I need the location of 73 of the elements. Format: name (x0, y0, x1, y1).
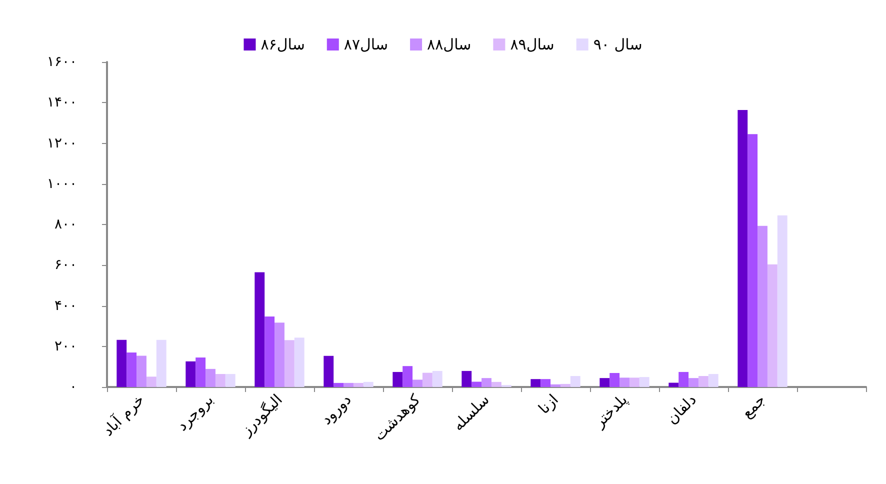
y-tick-label: ۱۲۰۰ (46, 135, 77, 152)
bar (600, 378, 610, 387)
bar (738, 110, 748, 387)
y-tick-label: ۸۰۰ (54, 216, 77, 232)
bar (639, 377, 650, 387)
legend-label: سال۸۹ (510, 36, 554, 54)
y-tick-label: ۱۴۰۰ (46, 94, 77, 111)
y-tick-label: ۱۰۰۰ (46, 176, 77, 192)
x-tick-label: الیگودرز (236, 390, 286, 440)
bar (344, 382, 354, 387)
bar (610, 372, 620, 387)
bar (363, 382, 374, 387)
x-tick-label: دورود (317, 390, 355, 428)
bar (324, 356, 334, 387)
bar (560, 384, 570, 387)
bar (777, 215, 788, 387)
bar (767, 264, 778, 387)
bar (225, 374, 236, 387)
bar (620, 378, 630, 387)
bar (462, 370, 472, 387)
bar (698, 376, 708, 387)
x-tick-label: کوهدشت (370, 390, 424, 444)
bar (156, 340, 166, 387)
bar (264, 316, 275, 387)
bar (392, 372, 403, 387)
bar (708, 374, 718, 387)
bar (402, 366, 413, 387)
bar (678, 372, 689, 387)
bar (629, 378, 640, 387)
bar (472, 382, 482, 387)
y-tick-label: ۰ (69, 379, 77, 395)
bar (491, 382, 502, 387)
x-tick-label: جمع (738, 390, 769, 422)
y-tick-label: ۲۰۰ (54, 338, 77, 354)
x-tick-label: خرم آباد (98, 390, 148, 440)
bar (540, 379, 551, 387)
bar (146, 376, 156, 387)
bar (688, 378, 698, 387)
bar (196, 358, 206, 387)
bar (412, 380, 422, 387)
bar (570, 376, 580, 387)
x-tick-label: دلفان (662, 390, 700, 428)
bar (668, 382, 679, 387)
bar (530, 379, 541, 387)
legend-label: سال۸۶ (260, 36, 305, 54)
x-tick-label: سلسله (449, 390, 493, 434)
bar (422, 372, 432, 387)
legend-label: سال۸۸ (427, 36, 472, 54)
bar (126, 352, 137, 387)
y-tick-label: ۱۶۰۰ (46, 54, 77, 70)
bar (353, 382, 364, 387)
bar (334, 382, 344, 387)
bar (206, 368, 216, 387)
bar (136, 356, 146, 387)
legend-label: سال۸۷ (344, 36, 388, 54)
y-tick-label: ۶۰۰ (54, 257, 77, 274)
bar (550, 384, 560, 387)
bar (432, 370, 442, 387)
legend-label: سال ۹۰ (593, 36, 642, 54)
x-tick-label: بروجرد (173, 390, 217, 434)
bar (758, 226, 768, 387)
x-tick-label: پلدختر (590, 390, 631, 432)
bar (254, 272, 265, 387)
bar (274, 322, 284, 387)
x-tick-label: ازنا (534, 390, 562, 418)
bar (215, 374, 226, 387)
bar (284, 340, 294, 387)
bar (116, 340, 127, 387)
bar (186, 361, 196, 387)
y-tick-label: ۴۰۰ (54, 298, 77, 314)
bar (294, 338, 304, 387)
bar (482, 378, 492, 387)
bar (748, 134, 758, 387)
